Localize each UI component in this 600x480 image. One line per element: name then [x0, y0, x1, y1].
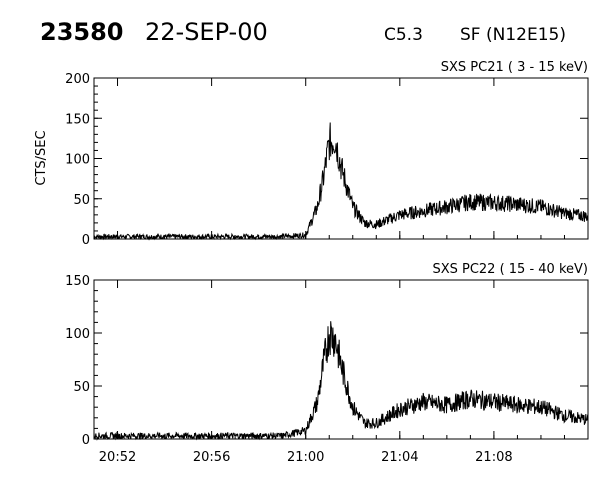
x-tick-label: 21:00 — [287, 450, 324, 465]
x-tick-label: 20:56 — [193, 450, 230, 465]
plot-frame — [93, 77, 589, 240]
y-tick-label: 200 — [65, 72, 90, 87]
y-tick-label: 100 — [65, 153, 90, 168]
x-tick-label: 21:04 — [381, 450, 418, 465]
y-axis-label: CTS/SEC — [34, 130, 49, 185]
event-id: 23580 — [40, 18, 124, 46]
panel-pc22: SXS PC22 ( 15 - 40 keV) 0 50 100 150 20:52 20… — [65, 262, 589, 465]
y-tick-label: 50 — [73, 193, 90, 208]
event-date: 22-SEP-00 — [145, 18, 268, 46]
x-tick-label: 21:08 — [475, 450, 512, 465]
x-tick-label: 20:52 — [99, 450, 136, 465]
axis-ticks: 0 50 100 150 200 — [65, 72, 589, 248]
y-tick-label: 0 — [82, 233, 90, 248]
y-tick-label: 100 — [65, 327, 90, 342]
y-tick-label: 50 — [73, 380, 90, 395]
flare-class: C5.3 — [384, 25, 423, 45]
panel-subtitle: SXS PC21 ( 3 - 15 keV) — [441, 60, 588, 75]
y-tick-label: 0 — [82, 433, 90, 448]
y-tick-label: 150 — [65, 274, 90, 289]
plot-frame — [93, 279, 589, 440]
flare-location: SF (N12E15) — [460, 25, 566, 45]
panel-subtitle: SXS PC22 ( 15 - 40 keV) — [432, 262, 588, 277]
y-tick-label: 150 — [65, 112, 90, 127]
series-line — [93, 122, 589, 241]
series-line — [93, 321, 589, 441]
panel-pc21: SXS PC21 ( 3 - 15 keV) CTS/SEC 0 50 100 150… — [34, 60, 589, 248]
